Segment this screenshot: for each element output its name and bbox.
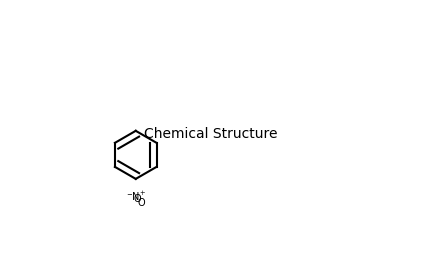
Text: O: O <box>137 198 145 207</box>
Text: $\mathregular{^-O}$: $\mathregular{^-O}$ <box>125 192 144 204</box>
Text: Chemical Structure: Chemical Structure <box>144 127 277 140</box>
Text: $\mathregular{N^+}$: $\mathregular{N^+}$ <box>131 190 146 203</box>
